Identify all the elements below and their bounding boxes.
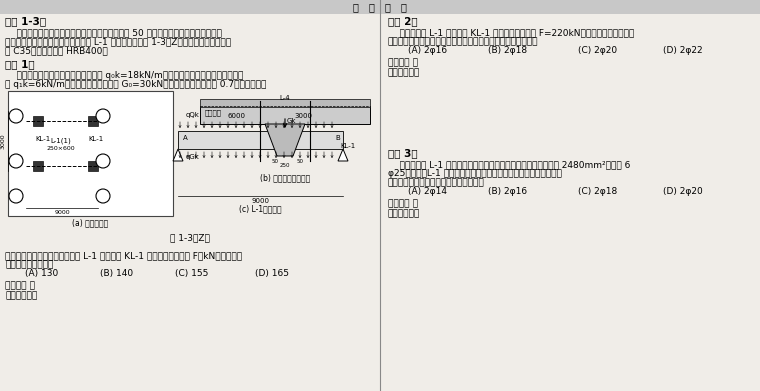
Text: L-1(1): L-1(1) xyxy=(51,138,71,144)
Text: (B) 2φ16: (B) 2φ16 xyxy=(488,187,527,196)
Text: 提示：梁顶钢筋在主梁内满足锚固要求。: 提示：梁顶钢筋在主梁内满足锚固要求。 xyxy=(388,178,485,187)
Text: 假定，次梁上的永久均布荷载标准值 q₀k=18kN/m（包括自重），可变均布荷载标准: 假定，次梁上的永久均布荷载标准值 q₀k=18kN/m（包括自重），可变均布荷载… xyxy=(5,71,243,80)
Text: 假定，次梁 L-1 跨中下部纵向受力钢筋按计算所需的截面面积为 2480mm²，实配 6: 假定，次梁 L-1 跨中下部纵向受力钢筋按计算所需的截面面积为 2480mm²，… xyxy=(388,160,630,169)
Text: 考虑楼面活载折减系数时，次梁 L-1 传给主梁 KL-1 的集中荷载设计值 F（kN），与下列: 考虑楼面活载折减系数时，次梁 L-1 传给主梁 KL-1 的集中荷载设计值 F（… xyxy=(5,251,242,260)
Circle shape xyxy=(96,189,110,203)
Text: 【题 1】: 【题 1】 xyxy=(5,59,35,69)
Polygon shape xyxy=(173,149,183,161)
Bar xyxy=(200,106,370,124)
Bar xyxy=(200,99,370,107)
Polygon shape xyxy=(265,124,305,156)
Text: 主要解答过程: 主要解答过程 xyxy=(388,68,420,77)
Text: 主要解答过程: 主要解答过程 xyxy=(388,209,420,218)
Bar xyxy=(33,161,43,171)
Text: 图 1-3（Z）: 图 1-3（Z） xyxy=(170,233,210,242)
Text: 9000: 9000 xyxy=(251,198,269,204)
Bar xyxy=(33,116,43,126)
Text: 附加吊筋: 附加吊筋 xyxy=(205,110,222,116)
Bar xyxy=(8,91,173,216)
Text: (B) 2φ18: (B) 2φ18 xyxy=(488,46,527,55)
Bar xyxy=(88,116,98,126)
Text: KL-1: KL-1 xyxy=(88,136,103,142)
Text: L-4: L-4 xyxy=(280,95,290,101)
Text: (a) 局部平面图: (a) 局部平面图 xyxy=(72,218,108,227)
Circle shape xyxy=(96,154,110,168)
Text: 答案：（ ）: 答案：（ ） xyxy=(5,281,35,290)
Text: A: A xyxy=(183,135,188,141)
Text: KL-1: KL-1 xyxy=(340,143,355,149)
Text: 附加吊筋承担。试问，附加吊筋的配置选用下列何项最为合适？: 附加吊筋承担。试问，附加吊筋的配置选用下列何项最为合适？ xyxy=(388,37,539,46)
Text: B: B xyxy=(335,135,340,141)
Text: Gk: Gk xyxy=(287,118,296,124)
Text: 【题 2】: 【题 2】 xyxy=(388,16,418,26)
Circle shape xyxy=(9,189,23,203)
Text: (D) 2φ22: (D) 2φ22 xyxy=(663,46,703,55)
Text: 3000: 3000 xyxy=(294,113,312,119)
Text: 值 q₁k=6kN/m，永久集中荷载标准值 G₀=30kN，可变荷载组合值系数 0.7。试问，当不: 值 q₁k=6kN/m，永久集中荷载标准值 G₀=30kN，可变荷载组合值系数 … xyxy=(5,80,266,89)
Text: 何项数值最为接近？: 何项数值最为接近？ xyxy=(5,260,53,269)
Text: qQk: qQk xyxy=(186,112,200,118)
Text: 9000: 9000 xyxy=(54,210,70,215)
Text: 50: 50 xyxy=(296,159,303,164)
Text: 250×600: 250×600 xyxy=(46,147,75,151)
Bar xyxy=(88,161,98,171)
Circle shape xyxy=(9,154,23,168)
Text: 6000: 6000 xyxy=(227,113,245,119)
Text: 部平面图、主次梁节点示意图和次梁 L-1 的计算简图如图 1-3（Z）所示，混凝土强度等: 部平面图、主次梁节点示意图和次梁 L-1 的计算简图如图 1-3（Z）所示，混凝… xyxy=(5,37,231,46)
Circle shape xyxy=(96,109,110,123)
Text: 【题 3】: 【题 3】 xyxy=(388,148,418,158)
Text: 【题 1-3】: 【题 1-3】 xyxy=(5,16,46,26)
Text: (A) 2φ16: (A) 2φ16 xyxy=(408,46,447,55)
Bar xyxy=(0,0,760,14)
Polygon shape xyxy=(338,149,348,161)
Text: (C) 155: (C) 155 xyxy=(175,269,208,278)
Text: 答案：（ ）: 答案：（ ） xyxy=(388,58,418,67)
Text: 250: 250 xyxy=(280,163,290,168)
Text: 3000: 3000 xyxy=(1,133,6,149)
Text: (B) 140: (B) 140 xyxy=(100,269,133,278)
Text: 题   目   描   述: 题 目 描 述 xyxy=(353,2,407,12)
Text: 某办公楼为现浇混凝土框架结构，设计使用年限 50 年，安全等级为二级。其二层局: 某办公楼为现浇混凝土框架结构，设计使用年限 50 年，安全等级为二级。其二层局 xyxy=(5,28,222,37)
Text: KL-1: KL-1 xyxy=(36,136,51,142)
Text: (C) 2φ20: (C) 2φ20 xyxy=(578,46,617,55)
Text: 主要解答过程: 主要解答过程 xyxy=(5,291,37,300)
Text: 假定，次梁 L-1 传给主梁 KL-1 的集中荷载设计值 F=220kN，且该集中荷载全部由: 假定，次梁 L-1 传给主梁 KL-1 的集中荷载设计值 F=220kN，且该集… xyxy=(388,28,635,37)
Text: 50: 50 xyxy=(271,159,278,164)
Text: qGk: qGk xyxy=(186,154,200,160)
Text: (c) L-1计算简图: (c) L-1计算简图 xyxy=(239,204,281,213)
Text: 答案：（ ）: 答案：（ ） xyxy=(388,199,418,208)
Text: 级 C35，钢筋均采用 HRB400。: 级 C35，钢筋均采用 HRB400。 xyxy=(5,46,108,55)
Text: (C) 2φ18: (C) 2φ18 xyxy=(578,187,617,196)
Text: (D) 2φ20: (D) 2φ20 xyxy=(663,187,703,196)
Text: (b) 主次梁节点示意图: (b) 主次梁节点示意图 xyxy=(260,173,310,182)
Text: (A) 130: (A) 130 xyxy=(25,269,59,278)
Circle shape xyxy=(9,109,23,123)
Text: (A) 2φ14: (A) 2φ14 xyxy=(408,187,447,196)
Bar xyxy=(178,131,343,149)
Text: (D) 165: (D) 165 xyxy=(255,269,289,278)
Text: φ25。试问，L-1 支座上部的纵向钢筋，至少应采用下列何项配置？: φ25。试问，L-1 支座上部的纵向钢筋，至少应采用下列何项配置？ xyxy=(388,169,562,178)
